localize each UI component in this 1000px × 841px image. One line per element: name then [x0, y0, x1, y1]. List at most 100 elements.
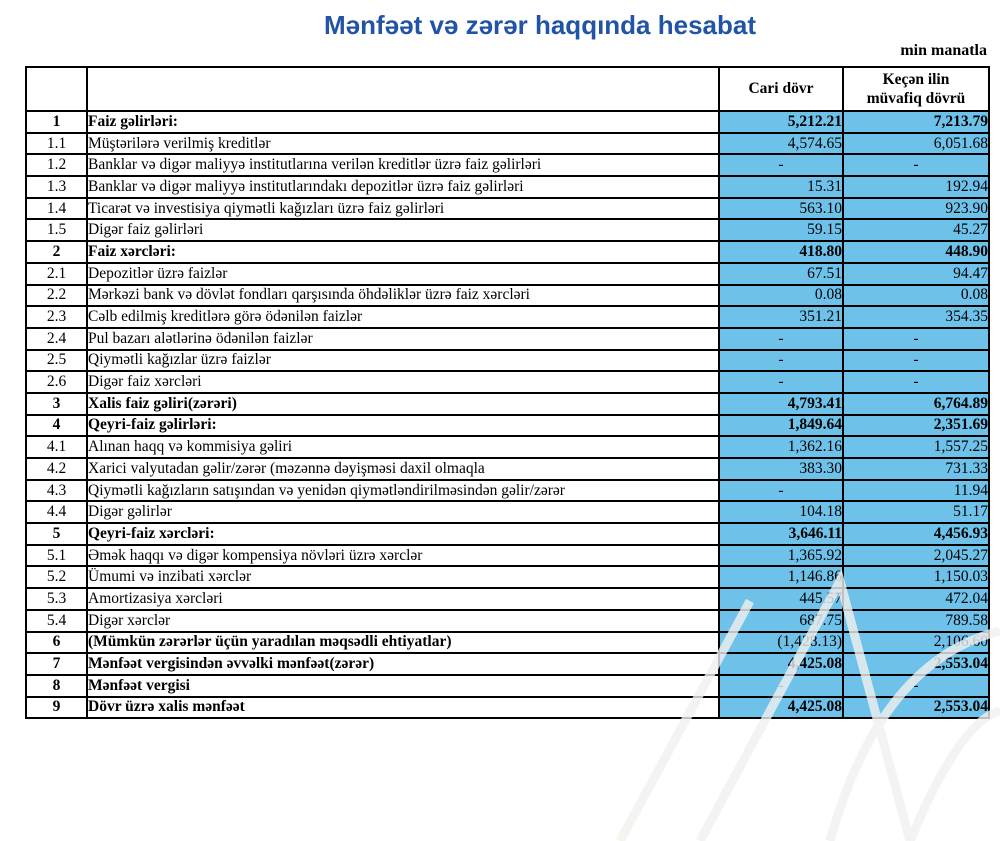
value-current-period: (1,428.13)	[718, 630, 844, 655]
value-current-period: 4,793.41	[718, 391, 844, 416]
row-number: 2.3	[25, 305, 88, 329]
row-label: (Mümkün zərərlər üçün yaradılan məqsədli…	[86, 630, 720, 655]
value-previous-period: 2,351.69	[842, 413, 990, 438]
row-label: Cəlb edilmiş kreditlərə görə ödənilən fa…	[86, 305, 720, 329]
value-previous-period: 731.33	[842, 457, 990, 481]
value-previous-period: 354.35	[842, 305, 990, 329]
row-number: 2	[25, 240, 88, 264]
value-current-period: 3,646.11	[718, 522, 844, 546]
table-row: 1 Faiz gəlirləri: 5,212.21 7,213.79	[25, 110, 990, 134]
value-current-period: 59.15	[718, 218, 844, 243]
table-row: 4.2 Xarici valyutadan gəlir/zərər (məzənn…	[25, 457, 990, 481]
row-label: Qiymətli kağızların satışından və yenidə…	[86, 478, 720, 503]
value-previous-period: 7,213.79	[842, 110, 990, 134]
table-row: 1.3 Banklar və digər maliyyə institutları…	[25, 175, 990, 199]
table-row: 7 Mənfəət vergisindən əvvəlki mənfəət(zər…	[25, 652, 990, 676]
table-row: 5.1 Əmək haqqı və digər kompensiya növlər…	[25, 543, 990, 568]
row-number: 4.1	[25, 435, 88, 459]
row-number: 3	[25, 391, 88, 416]
row-label: Digər faiz gəlirləri	[86, 218, 720, 243]
row-label: Qeyri-faiz gəlirləri:	[86, 413, 720, 438]
row-number: 6	[25, 630, 88, 655]
row-label: Banklar və digər maliyyə institutlarında…	[86, 175, 720, 199]
unit-note: min manatla	[900, 42, 987, 59]
value-current-period: 4,574.65	[718, 131, 844, 156]
value-previous-period: -	[842, 673, 990, 698]
value-current-period: 445.57	[718, 587, 844, 611]
value-current-period: -	[718, 326, 844, 351]
value-current-period: 687.75	[718, 608, 844, 633]
page-title: Mənfəət və zərər haqqında hesabat	[323, 10, 757, 40]
table-row: 1.5 Digər faiz gəlirləri 59.15 45.27	[25, 218, 990, 243]
row-label: Mənfəət vergisi	[86, 673, 720, 698]
value-current-period: -	[718, 348, 844, 373]
value-previous-period: 2,106.60	[842, 630, 990, 655]
table-row: 9 Dövr üzrə xalis mənfəət 4,425.08 2,553.04	[25, 695, 990, 720]
value-previous-period: 192.94	[842, 175, 990, 199]
row-label: Ümumi və inzibati xərclər	[86, 565, 720, 590]
value-current-period: 67.51	[718, 261, 844, 286]
row-label: Digər faiz xərcləri	[86, 370, 720, 394]
row-number: 1.2	[25, 153, 88, 178]
row-number: 1.5	[25, 218, 88, 243]
table-row: 5.3 Amortizasiya xərcləri 445.57 472.04	[25, 587, 990, 611]
value-current-period: 563.10	[718, 196, 844, 221]
row-label: Amortizasiya xərcləri	[86, 587, 720, 611]
value-current-period: 418.80	[718, 240, 844, 264]
table-row: 1.1 Müştərilərə verilmiş kreditlər 4,574.6…	[25, 131, 990, 156]
value-previous-period: -	[842, 370, 990, 394]
value-current-period: 4,425.08	[718, 652, 844, 676]
value-current-period: 383.30	[718, 457, 844, 481]
row-label: Xalis faiz gəliri(zərəri)	[86, 391, 720, 416]
row-number: 4.3	[25, 478, 88, 503]
row-label: Digər gəlirlər	[86, 500, 720, 525]
value-previous-period: 4,456.93	[842, 522, 990, 546]
row-label: Mərkəzi bank və dövlət fondları qarşısın…	[86, 283, 720, 308]
column-header-previous: Keçən ilin müvafiq dövrü	[842, 66, 990, 112]
row-number: 4.2	[25, 457, 88, 481]
value-previous-period: -	[842, 153, 990, 178]
value-current-period: -	[718, 673, 844, 698]
value-previous-period: 51.17	[842, 500, 990, 525]
value-previous-period: -	[842, 348, 990, 373]
row-number: 4.4	[25, 500, 88, 525]
table-row: 4.4 Digər gəlirlər 104.18 51.17	[25, 500, 990, 525]
row-label: Faiz xərcləri:	[86, 240, 720, 264]
value-current-period: 0.08	[718, 283, 844, 308]
row-number: 9	[25, 695, 88, 720]
row-label: Faiz gəlirləri:	[86, 110, 720, 134]
row-number: 2.1	[25, 261, 88, 286]
value-previous-period: 2,553.04	[842, 652, 990, 676]
table-row: 1.2 Banklar və digər maliyyə institutları…	[25, 153, 990, 178]
row-number: 5.3	[25, 587, 88, 611]
row-number: 5	[25, 522, 88, 546]
value-previous-period: 2,045.27	[842, 543, 990, 568]
table-row: 4 Qeyri-faiz gəlirləri: 1,849.64 2,351.69	[25, 413, 990, 438]
row-number: 1	[25, 110, 88, 134]
table-row: 6 (Mümkün zərərlər üçün yaradılan məqsədl…	[25, 630, 990, 655]
table-row: 4.3 Qiymətli kağızların satışından və yen…	[25, 478, 990, 503]
value-current-period: 104.18	[718, 500, 844, 525]
value-previous-period: 6,764.89	[842, 391, 990, 416]
row-number: 2.5	[25, 348, 88, 373]
table-row: 2.1 Depozitlər üzrə faizlər 67.51 94.47	[25, 261, 990, 286]
row-number: 2.6	[25, 370, 88, 394]
table-row: 2.4 Pul bazarı alətlərinə ödənilən faizlə…	[25, 326, 990, 351]
column-header-previous-line1: Keçən ilin	[882, 70, 950, 88]
row-label: Qeyri-faiz xərcləri:	[86, 522, 720, 546]
row-number: 1.1	[25, 131, 88, 156]
row-label: Pul bazarı alətlərinə ödənilən faizlər	[86, 326, 720, 351]
value-previous-period: 6,051.68	[842, 131, 990, 156]
row-number: 5.1	[25, 543, 88, 568]
value-previous-period: 789.58	[842, 608, 990, 633]
value-current-period: 1,849.64	[718, 413, 844, 438]
value-previous-period: 11.94	[842, 478, 990, 503]
row-label: Xarici valyutadan gəlir/zərər (məzənnə d…	[86, 457, 720, 481]
table-row: 8 Mənfəət vergisi - -	[25, 673, 990, 698]
row-label: Banklar və digər maliyyə institutlarına …	[86, 153, 720, 178]
value-current-period: 5,212.21	[718, 110, 844, 134]
table-row: 2.6 Digər faiz xərcləri - -	[25, 370, 990, 394]
table-row: 5.2 Ümumi və inzibati xərclər 1,146.86 1,15…	[25, 565, 990, 590]
table-row: 1.4 Ticarət və investisiya qiymətli kağız…	[25, 196, 990, 221]
column-header-previous-line2: müvafiq dövrü	[866, 90, 966, 107]
